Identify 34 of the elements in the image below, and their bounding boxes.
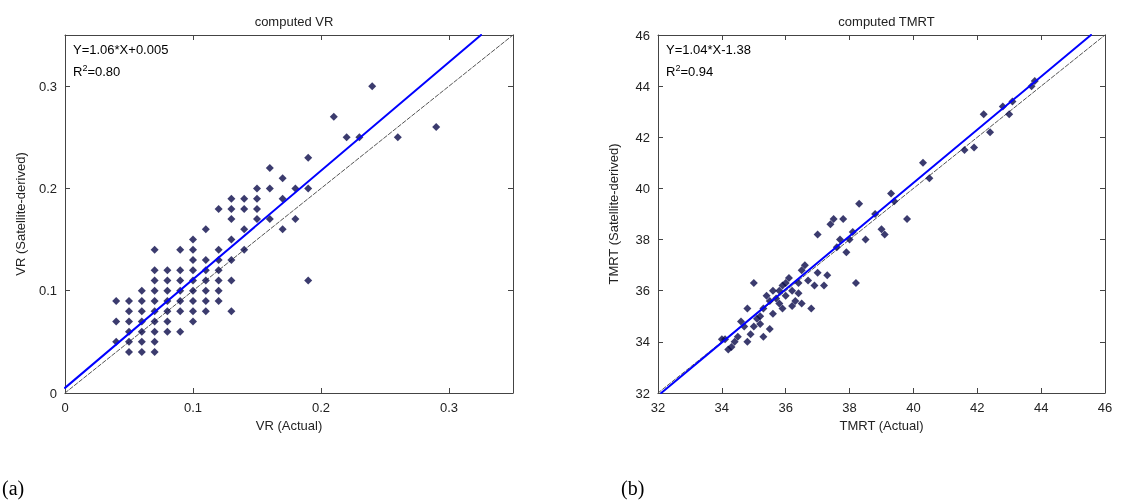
x-tick-label: 0.3 bbox=[439, 400, 459, 415]
x-tick-label: 0.1 bbox=[183, 400, 203, 415]
x-tick-label: 40 bbox=[906, 400, 921, 415]
text: (b) bbox=[621, 477, 645, 500]
y-tick-label: 36 bbox=[635, 283, 650, 299]
annotation: Y=1.04*X-1.38 bbox=[666, 42, 751, 57]
annotation: Y=1.06*X+0.005 bbox=[73, 42, 169, 57]
text: (a) bbox=[2, 477, 25, 500]
x-tick-label: 32 bbox=[650, 400, 666, 415]
x-tick-label: 36 bbox=[778, 400, 793, 415]
x-axis-title: VR (Actual) bbox=[255, 417, 323, 433]
x-tick-label: 46 bbox=[1097, 400, 1113, 415]
x-tick-label: 44 bbox=[1033, 400, 1049, 415]
x-tick-label: 0 bbox=[61, 400, 69, 415]
y-axis-title: TMRT (Satellite-derived) bbox=[606, 143, 621, 285]
x-tick-label: 0.2 bbox=[311, 400, 331, 415]
y-tick-label: 32 bbox=[635, 385, 650, 401]
y-tick-label: 38 bbox=[635, 232, 650, 248]
y-tick-label: 42 bbox=[635, 129, 650, 145]
y-tick-label: 0.3 bbox=[38, 78, 57, 94]
y-tick-label: 0 bbox=[49, 385, 57, 401]
y-axis-title: VR (Satellite-derived) bbox=[13, 152, 28, 276]
y-tick-label: 44 bbox=[635, 78, 650, 94]
x-tick-label: 42 bbox=[970, 400, 985, 415]
x-tick-label: 34 bbox=[714, 400, 730, 415]
y-tick-label: 34 bbox=[635, 334, 650, 350]
x-tick-label: 38 bbox=[842, 400, 857, 415]
chart-title: computed TMRT bbox=[838, 14, 935, 29]
y-tick-label: 46 bbox=[635, 27, 650, 43]
y-tick-label: 40 bbox=[635, 180, 650, 196]
chart-title: computed VR bbox=[254, 14, 334, 29]
y-tick-label: 0.1 bbox=[38, 283, 57, 299]
x-axis-title: TMRT (Actual) bbox=[839, 417, 924, 433]
y-tick-label: 0.2 bbox=[38, 180, 57, 196]
